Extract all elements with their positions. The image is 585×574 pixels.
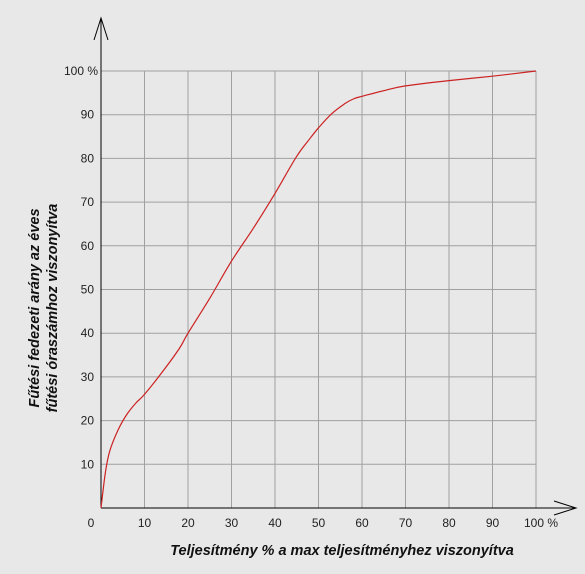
grid (101, 70, 537, 508)
x-tick-label: 10 (138, 516, 152, 530)
y-tick-label: 90 (81, 108, 95, 122)
x-tick-label: 100 % (524, 516, 558, 530)
tick-labels: 0 10 20 30 40 50 60 70 80 90 100 % 10 20 30 40 50 60 70 80… (64, 64, 558, 530)
y-tick-label: 10 (81, 457, 95, 471)
series-line (100, 70, 537, 509)
y-tick-label: 60 (81, 239, 95, 253)
x-tick-label: 0 (88, 516, 95, 530)
y-tick-label: 30 (81, 370, 95, 384)
y-axis-arrow-icon (93, 16, 109, 41)
x-axis-label: Teljesítmény % a max teljesítményhez vis… (170, 543, 514, 559)
x-tick-label: 40 (268, 516, 282, 530)
y-tick-label: 70 (81, 195, 95, 209)
x-tick-label: 90 (486, 516, 500, 530)
y-axis-label-line1: Fűtési fedezeti arány az éves (27, 208, 43, 407)
y-tick-label: 80 (81, 151, 95, 165)
y-tick-label: 50 (81, 283, 95, 297)
x-tick-label: 50 (312, 516, 326, 530)
x-tick-label: 20 (181, 516, 195, 530)
y-tick-label: 40 (81, 326, 95, 340)
x-tick-label: 60 (355, 516, 369, 530)
y-tick-label: 20 (81, 414, 95, 428)
y-axis-label-line2: fűtési óraszámhoz viszonyítva (45, 204, 61, 413)
x-tick-label: 70 (399, 516, 413, 530)
x-tick-label: 80 (442, 516, 456, 530)
x-tick-label: 30 (225, 516, 239, 530)
axes (93, 16, 578, 516)
y-tick-label: 100 % (64, 64, 98, 78)
x-axis-arrow-icon (553, 500, 578, 516)
